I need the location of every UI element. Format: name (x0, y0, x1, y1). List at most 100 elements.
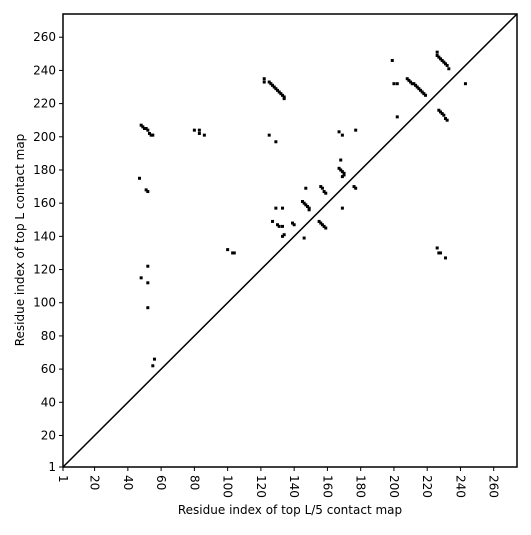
contact-point (151, 364, 155, 368)
contact-point (269, 82, 273, 86)
contact-point (279, 92, 283, 96)
contact-point (282, 95, 286, 99)
contact-point (277, 224, 281, 228)
contact-point (324, 191, 328, 195)
contact-point (146, 190, 150, 194)
contact-point (437, 55, 441, 59)
contact-point (354, 128, 358, 132)
contact-point (354, 186, 358, 190)
contact-point (147, 131, 151, 135)
contact-point (435, 50, 439, 54)
contact-point (435, 246, 439, 250)
contact-point (302, 201, 306, 205)
contact-point (392, 82, 396, 86)
contact-point (395, 82, 399, 86)
contact-point (447, 67, 451, 71)
contact-point (139, 276, 143, 280)
contact-point (274, 140, 278, 144)
contact-point (282, 97, 286, 101)
contact-point (292, 223, 296, 227)
x-tick-label: 180 (354, 475, 368, 498)
contact-point (276, 88, 280, 92)
contact-point (197, 131, 201, 135)
contact-point (342, 171, 346, 175)
contact-point (435, 53, 439, 57)
contact-point (410, 82, 414, 86)
y-tick-label: 40 (41, 395, 56, 409)
contact-point (146, 128, 150, 132)
contact-point (151, 133, 155, 137)
x-tick-label: 80 (187, 475, 201, 490)
contact-point (277, 90, 281, 94)
contact-point (262, 80, 266, 84)
contact-point (272, 85, 276, 89)
contact-point (337, 166, 341, 170)
y-tick-label: 20 (41, 428, 56, 442)
contact-point (407, 78, 411, 82)
contact-point (340, 133, 344, 137)
contact-point (302, 236, 306, 240)
contact-point (339, 158, 343, 162)
contact-point (439, 57, 443, 61)
contact-point (419, 88, 423, 92)
contact-point (281, 224, 285, 228)
x-tick-label: 140 (287, 475, 301, 498)
y-axis-label: Residue index of top L contact map (13, 134, 27, 347)
y-tick-label: 1 (48, 460, 56, 474)
contact-point (142, 126, 146, 130)
contact-point (322, 224, 326, 228)
y-tick-label: 240 (33, 63, 56, 77)
contact-point (445, 118, 449, 122)
contact-point (271, 83, 275, 87)
contact-point (267, 133, 271, 137)
y-tick-label: 180 (33, 163, 56, 177)
contact-point (420, 90, 424, 94)
contact-point (390, 58, 394, 62)
y-tick-label: 60 (41, 362, 56, 376)
x-tick-label: 60 (154, 475, 168, 490)
contact-point (317, 219, 321, 223)
contact-point (443, 117, 447, 121)
y-tick-label: 120 (33, 263, 56, 277)
contact-point (281, 93, 285, 97)
contact-point (281, 206, 285, 210)
x-tick-label: 120 (254, 475, 268, 498)
contact-point (320, 223, 324, 227)
x-tick-label: 200 (387, 475, 401, 498)
y-tick-label: 200 (33, 130, 56, 144)
plot-frame (62, 13, 518, 468)
y-tick-label: 260 (33, 30, 56, 44)
contact-point (322, 190, 326, 194)
contact-point (304, 203, 308, 207)
contact-point (414, 83, 418, 87)
contact-point (146, 264, 150, 268)
contact-point (443, 62, 447, 66)
contact-point (197, 128, 201, 132)
contact-point (231, 251, 235, 255)
contact-point (271, 219, 275, 223)
y-tick-label: 160 (33, 196, 56, 210)
contact-point (152, 357, 156, 361)
x-tick-label: 220 (420, 475, 434, 498)
contact-point (139, 123, 143, 127)
contact-point (281, 234, 285, 238)
contact-point (409, 80, 413, 84)
contact-point (267, 80, 271, 84)
contact-point (415, 85, 419, 89)
x-tick-label: 40 (121, 475, 135, 490)
contact-point (319, 185, 323, 189)
contact-point (146, 281, 150, 285)
contact-point (439, 110, 443, 114)
contact-point (395, 115, 399, 119)
contact-point (337, 130, 341, 134)
contact-point (439, 251, 443, 255)
contact-point (192, 128, 196, 132)
contact-point (144, 188, 148, 192)
contact-point (424, 93, 428, 97)
contact-point (422, 92, 426, 96)
contact-point (340, 206, 344, 210)
contact-point (290, 221, 294, 225)
contact-point (440, 58, 444, 62)
contact-point (141, 125, 145, 129)
contact-point (282, 233, 286, 237)
